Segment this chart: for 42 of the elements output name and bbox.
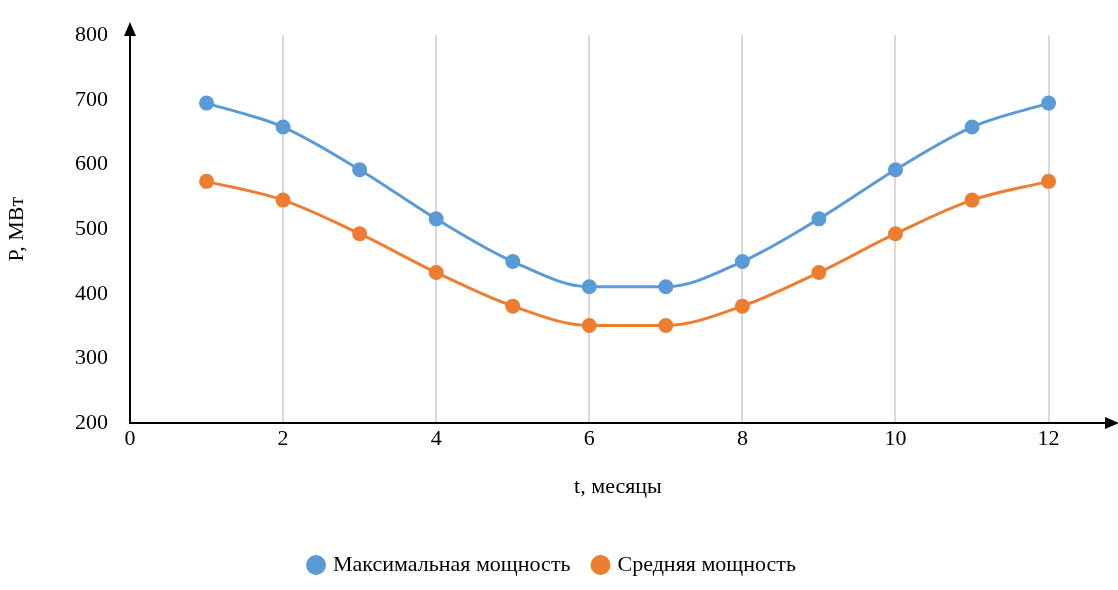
x-tick-label: 2	[277, 425, 289, 451]
point	[352, 162, 368, 178]
point	[964, 119, 980, 135]
x-tick-label: 8	[736, 425, 748, 451]
y-tick-label: 200	[75, 408, 108, 434]
point	[505, 254, 521, 270]
x-tick-label: 12	[1037, 425, 1060, 451]
point	[964, 192, 980, 208]
point	[1041, 95, 1057, 111]
point	[658, 279, 674, 295]
point	[811, 265, 827, 281]
point	[887, 162, 903, 178]
y-tick-label: 500	[75, 214, 108, 240]
point	[275, 119, 291, 135]
point	[199, 95, 215, 111]
y-tick-label: 400	[75, 279, 108, 305]
y-tick-label: 300	[75, 344, 108, 370]
y-tick-label: 700	[75, 85, 108, 111]
legend-label: Максимальная мощность	[333, 550, 571, 576]
point	[734, 254, 750, 270]
point	[658, 318, 674, 334]
x-axis-title: t, месяцы	[574, 472, 663, 498]
point	[581, 279, 597, 295]
point	[275, 192, 291, 208]
point	[199, 173, 215, 189]
point	[581, 318, 597, 334]
point	[428, 211, 444, 227]
point	[1041, 173, 1057, 189]
point	[352, 226, 368, 242]
point	[505, 298, 521, 314]
point	[428, 265, 444, 281]
x-tick-label: 0	[124, 425, 136, 451]
point	[887, 226, 903, 242]
legend-label: Средняя мощность	[617, 550, 796, 576]
point	[734, 298, 750, 314]
x-tick-label: 4	[430, 425, 442, 451]
x-tick-label: 10	[884, 425, 907, 451]
x-tick-label: 6	[583, 425, 595, 451]
y-axis-title: P, МВт	[2, 196, 28, 262]
y-tick-label: 800	[75, 20, 108, 46]
point	[811, 211, 827, 227]
y-tick-label: 600	[75, 150, 108, 176]
